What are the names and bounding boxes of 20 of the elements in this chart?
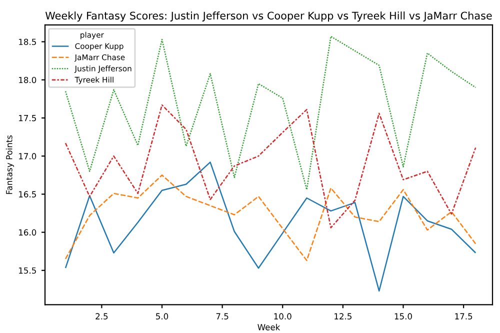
y-tick-label: 18.0	[19, 76, 36, 84]
x-tick-label: 12.5	[334, 313, 352, 320]
x-axis-title: Week	[258, 324, 280, 330]
line-series	[64, 174, 476, 262]
x-tick-label: 2.5	[96, 313, 108, 320]
x-tick-label: 17.5	[455, 313, 472, 320]
y-tick-label: 16.5	[19, 191, 36, 198]
x-tick-label: 7.5	[216, 313, 228, 320]
y-tick-label: 16.0	[19, 229, 36, 236]
y-tick-label: 17.5	[19, 115, 36, 122]
line-series	[64, 162, 476, 292]
chart-title: Weekly Fantasy Scores: Justin Jefferson vs Cooper Kupp vs Tyreek Hill vs JaMarr Chase	[45, 12, 492, 22]
x-tick-label: 5.0	[156, 313, 168, 320]
x-tick-label: 10.0	[274, 313, 292, 320]
y-tick-label: 17.0	[19, 153, 36, 160]
y-tick-label: 18.5	[19, 38, 36, 46]
line-series	[64, 104, 476, 228]
x-tick-label: 15.0	[394, 313, 412, 320]
y-axis-title: Fantasy Points	[6, 135, 14, 194]
y-tick-label: 15.5	[19, 267, 36, 274]
